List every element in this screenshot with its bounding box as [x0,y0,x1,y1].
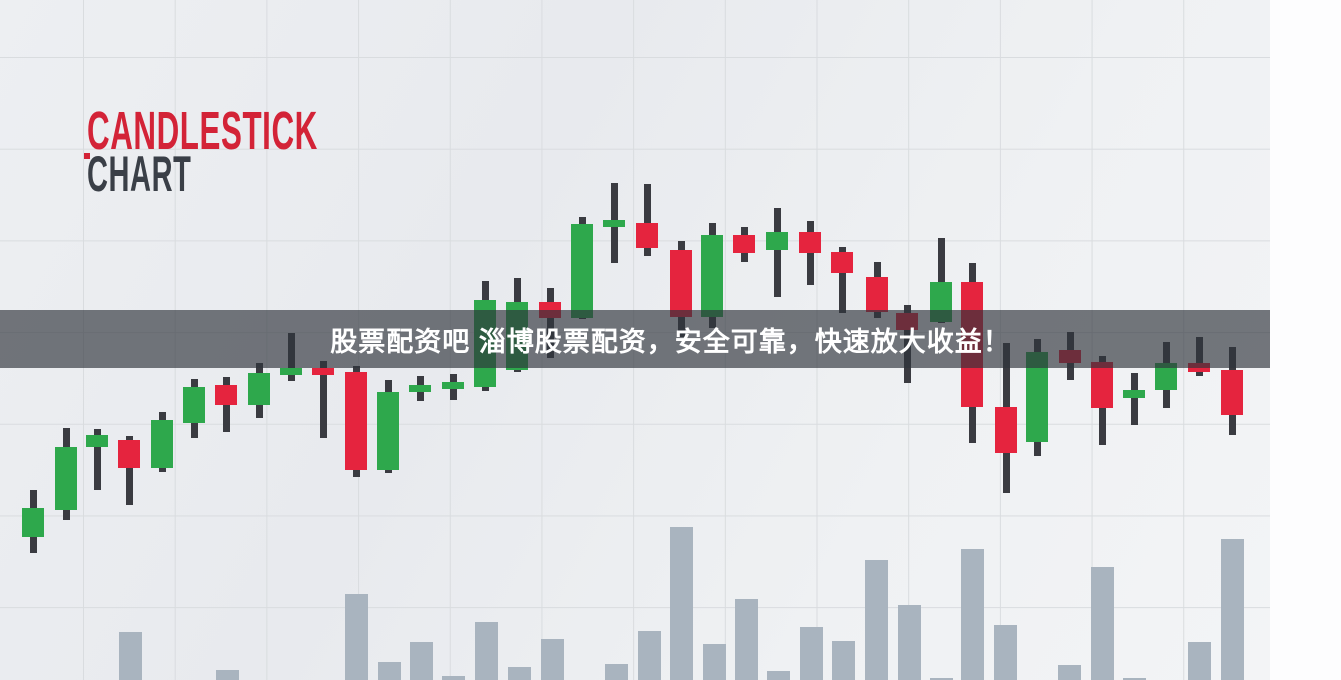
volume-bar [864,560,888,680]
volume-bar [604,664,628,680]
volume-bar [897,605,921,680]
candle-wick [937,238,945,323]
candle-body-up [409,385,431,392]
candle-wick [1130,373,1138,425]
candle-wick [806,221,814,285]
right-margin-strip [1270,0,1341,680]
candle-wick [319,361,327,438]
volume-bar [669,527,693,680]
volume-bar [960,549,984,680]
candle-body-down [215,385,237,405]
candle-body-down [831,252,853,273]
volume-bar [1187,642,1211,680]
candle-body-down [118,440,140,468]
candle-wick [838,247,846,313]
title-red-accent [84,153,90,159]
volume-bar [734,599,758,680]
candle-body-down [345,372,367,470]
volume-bar [766,671,790,680]
volume-bar [993,625,1017,680]
promo-banner-text: 股票配资吧 淄博股票配资，安全可靠，快速放大收益！ [330,326,1011,357]
candle-wick [93,429,101,490]
volume-bar [474,622,498,680]
volume-bar [540,639,564,680]
title-chart: CHART [87,146,192,202]
candle-body-up [86,435,108,447]
volume-bar [441,676,465,680]
candle-body-up [442,382,464,389]
candle-body-down [636,223,658,248]
volume-bar [637,631,661,680]
promo-banner-band [0,310,1270,368]
candle-body-up [151,420,173,468]
candle-body-up [1123,390,1145,398]
volume-bar [344,594,368,680]
volume-bar [929,678,953,680]
candle-body-down [312,368,334,375]
volume-bar [1057,665,1081,680]
candle-body-down [670,250,692,317]
volume-bar [215,670,239,680]
candle-wick [125,436,133,505]
candle-body-down [995,407,1017,453]
volume-bar [702,644,726,680]
volume-bar [831,641,855,680]
candle-body-down [733,235,755,253]
volume-bar [799,627,823,680]
candle-body-up [22,508,44,537]
candle-body-up [1026,352,1048,442]
candle-body-up [603,220,625,227]
candle-body-up [701,235,723,317]
candle-body-up [248,373,270,405]
promo-banner: 股票配资吧 淄博股票配资，安全可靠，快速放大收益！ [0,310,1341,368]
candle-body-up [183,387,205,423]
volume-bar [377,662,401,680]
volume-bar [1220,539,1244,680]
candle-body-up [377,392,399,470]
candle-body-up [280,368,302,375]
candle-wick [773,208,781,297]
candle-body-up [571,224,593,318]
volume-bar [1122,678,1146,680]
candle-body-down [1221,370,1243,415]
candle-body-down [866,277,888,312]
candle-body-up [766,232,788,250]
volume-bar [409,642,433,680]
volume-bar [1090,567,1114,680]
volume-bar [118,632,142,680]
volume-bar [507,667,531,680]
candle-body-up [1155,363,1177,390]
candle-body-down [1091,362,1113,408]
candle-wick [643,184,651,256]
title-candlestick: CANDLESTICK [87,101,318,161]
candle-body-down [799,232,821,253]
candle-body-up [55,447,77,510]
